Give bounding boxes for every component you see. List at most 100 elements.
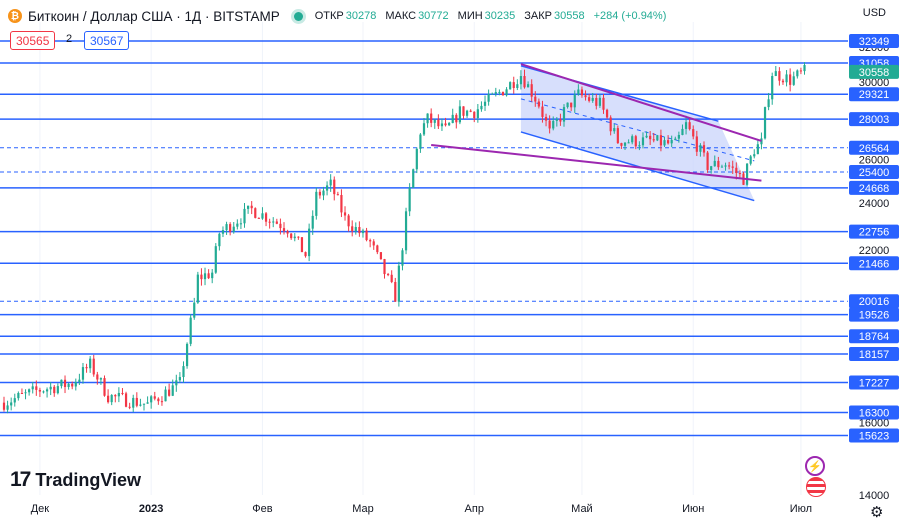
candle-body <box>351 226 354 232</box>
level-tag <box>849 112 899 127</box>
candle-body <box>494 92 497 94</box>
candle-body <box>121 392 124 394</box>
trendlines <box>431 63 762 182</box>
time-axis[interactable]: Дек 2023 Фев Мар Апр Май Июн Июл <box>0 496 848 521</box>
level-tag-label: 15623 <box>859 431 890 443</box>
candle-body <box>785 74 788 83</box>
candle-body <box>537 101 540 107</box>
candle-body <box>771 76 774 100</box>
candle-body <box>469 110 472 112</box>
candle-body <box>656 135 659 141</box>
symbol-header: ₿ Биткоин / Доллар США · 1Д · BITSTAMP О… <box>8 7 666 25</box>
tradingview-logo[interactable]: 17 TradingView <box>10 468 141 492</box>
trendline <box>520 63 762 142</box>
low-value: 30235 <box>484 10 516 22</box>
candle-body <box>523 76 526 88</box>
candle-body <box>544 116 548 121</box>
candle-body <box>343 212 347 216</box>
candle-body <box>559 119 562 122</box>
candle-body <box>379 252 383 260</box>
candle-body <box>325 185 329 191</box>
candle-body <box>706 152 709 170</box>
candle-body <box>641 137 645 146</box>
candle-body <box>774 71 777 77</box>
candle-body <box>573 94 576 108</box>
level-tag <box>849 405 899 420</box>
us-flag-icon[interactable] <box>806 477 826 497</box>
candle-body <box>49 386 52 390</box>
candle-body <box>81 367 85 380</box>
candle-body <box>78 379 81 382</box>
candle-body <box>720 166 724 168</box>
candle-body <box>530 84 533 97</box>
price-tick-label: 16000 <box>859 418 890 430</box>
price-axis[interactable]: 3200030000280002600024000220001600014000… <box>848 0 900 521</box>
candle-body <box>613 128 616 132</box>
level-tag-label: 24668 <box>859 183 890 195</box>
candle-body <box>799 70 803 72</box>
level-tag <box>849 165 899 180</box>
candle-body <box>74 381 77 387</box>
candle-body <box>584 95 587 98</box>
candle-body <box>17 393 20 399</box>
candle-body <box>652 139 655 141</box>
candle-body <box>570 102 573 108</box>
time-tick-label: Июл <box>790 503 812 515</box>
candle-body <box>717 160 720 168</box>
candle-body <box>756 144 759 155</box>
candle-body <box>42 391 45 393</box>
candle-body <box>308 228 311 257</box>
time-tick-label: Май <box>571 503 593 515</box>
candle-body <box>300 237 304 253</box>
candle-body <box>214 246 217 273</box>
candle-body <box>45 389 49 392</box>
currency-selector[interactable]: USD <box>862 7 886 19</box>
candle-body <box>53 386 56 394</box>
candle-body <box>63 379 67 388</box>
candle-body <box>178 377 181 381</box>
buy-price-button[interactable]: 30567 <box>84 31 130 50</box>
level-tag <box>849 307 899 322</box>
candle-body <box>153 396 156 399</box>
market-open-indicator <box>293 11 303 21</box>
candle-body <box>688 122 691 130</box>
gear-icon[interactable]: ⚙ <box>870 504 884 521</box>
candle-body <box>645 135 648 138</box>
candle-body <box>239 223 243 225</box>
candle-body <box>684 122 688 129</box>
candle-body <box>193 302 196 318</box>
level-tag <box>849 224 899 239</box>
candle-body <box>412 169 415 188</box>
level-tag-label: 28003 <box>859 114 890 126</box>
level-tag <box>849 294 899 309</box>
candle-body <box>609 117 612 132</box>
candle-body <box>139 404 142 406</box>
candle-body <box>20 393 24 395</box>
candle-body <box>247 205 250 209</box>
candle-body <box>455 114 458 123</box>
candle-body <box>781 80 785 83</box>
price-channel <box>520 65 755 202</box>
candle-body <box>458 106 461 123</box>
candle-body <box>286 231 289 234</box>
level-tag-label: 18157 <box>859 349 890 361</box>
candle-body <box>96 374 99 380</box>
candle-body <box>670 140 673 144</box>
candle-body <box>35 386 38 390</box>
candle-body <box>731 166 734 168</box>
candle-body <box>365 230 368 241</box>
candle-body <box>541 106 544 117</box>
candle-body <box>444 123 447 126</box>
candle-body <box>588 97 591 101</box>
candle-body <box>60 379 63 387</box>
open-value: 30278 <box>345 10 377 22</box>
lightning-icon[interactable]: ⚡ <box>805 456 825 476</box>
low-label: МИН <box>457 10 483 22</box>
price-tick-label: 26000 <box>859 154 890 166</box>
symbol-title[interactable]: Биткоин / Доллар США · 1Д · BITSTAMP <box>28 8 280 24</box>
sell-price-button[interactable]: 30565 <box>10 31 56 50</box>
candle-body <box>394 281 397 302</box>
level-tag-label: 16300 <box>859 408 890 420</box>
level-tag <box>849 33 899 48</box>
